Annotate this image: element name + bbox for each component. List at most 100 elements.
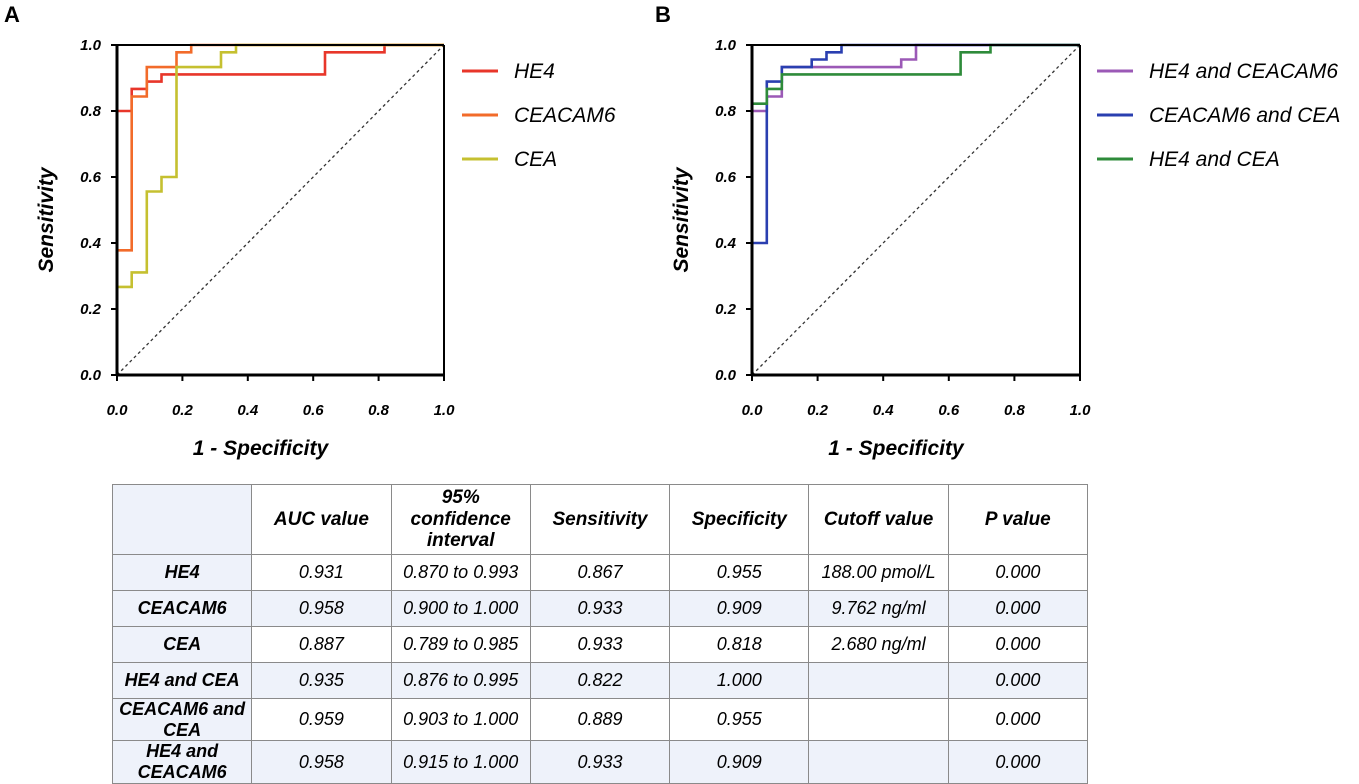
x-tick-label: 0.0	[742, 402, 764, 419]
column-header	[111, 484, 253, 555]
table-row: CEA 0.887 0.789 to 0.985 0.933 0.818 2.6…	[111, 626, 1089, 663]
legend-label: CEACAM6	[514, 104, 616, 127]
y-tick-label: 0.8	[715, 103, 737, 120]
table-cell: 0.000	[947, 662, 1089, 699]
table-cell: 0.900 to 1.000	[390, 590, 531, 627]
table-cell: 0.903 to 1.000	[390, 697, 531, 742]
y-tick-label: 0.0	[715, 367, 737, 384]
table-cell	[808, 697, 949, 742]
table-cell: 0.959	[251, 697, 392, 742]
table-cell: 0.870 to 0.993	[390, 554, 531, 591]
row-label: CEACAM6 and CEA	[111, 697, 253, 742]
roc-curve-he4-and-cea	[750, 43, 1080, 375]
row-label: CEA	[111, 626, 253, 663]
table-row: CEACAM6 and CEA 0.959 0.903 to 1.000 0.8…	[111, 697, 1089, 742]
row-label: HE4	[111, 554, 253, 591]
legend-label: CEACAM6 and CEA	[1149, 104, 1340, 127]
roc-curve-ceacam6	[115, 43, 444, 375]
table-row: HE4 0.931 0.870 to 0.993 0.867 0.955 188…	[111, 554, 1089, 591]
y-tick-label: 0.4	[715, 235, 737, 252]
table-cell: 0.909	[669, 740, 810, 784]
column-header: Specificity	[669, 484, 810, 555]
table-cell: 0.935	[251, 662, 392, 699]
y-tick-label: 0.4	[80, 235, 102, 252]
table-cell: 0.955	[669, 554, 810, 591]
legend-label: HE4	[514, 60, 555, 83]
y-tick-label: 0.2	[80, 301, 102, 318]
table-cell: 0.789 to 0.985	[390, 626, 531, 663]
column-header: Sensitivity	[529, 484, 671, 555]
panel-letter: A	[4, 2, 20, 27]
table-cell: 188.00 pmol/L	[808, 554, 949, 591]
table-cell: 0.822	[529, 662, 671, 699]
table-header-row: AUC value 95% confidence interval Sensit…	[111, 484, 1089, 555]
table-cell: 0.955	[669, 697, 810, 742]
table-cell: 2.680 ng/ml	[808, 626, 949, 663]
table-cell: 0.000	[947, 554, 1089, 591]
y-tick-label: 0.0	[80, 367, 102, 384]
row-label: CEACAM6	[111, 590, 253, 627]
table-cell: 0.000	[947, 590, 1089, 627]
table-cell: 0.933	[529, 626, 671, 663]
y-tick-label: 0.6	[715, 169, 737, 186]
table-cell: 0.958	[251, 590, 392, 627]
x-tick-label: 0.8	[1004, 402, 1026, 419]
x-tick-label: 0.2	[807, 402, 829, 419]
column-header: P value	[947, 484, 1089, 555]
table-row: CEACAM6 0.958 0.900 to 1.000 0.933 0.909…	[111, 590, 1089, 627]
table-cell: 0.000	[947, 740, 1089, 784]
table-cell: 0.915 to 1.000	[390, 740, 531, 784]
reference-diagonal-line	[751, 44, 1081, 376]
y-tick-label: 0.6	[80, 169, 102, 186]
row-label: HE4 and CEA	[111, 662, 253, 699]
table-cell: 0.876 to 0.995	[390, 662, 531, 699]
y-axis-title: Sensitivity	[35, 166, 58, 272]
x-tick-label: 0.4	[873, 402, 895, 419]
table-cell	[808, 662, 949, 699]
y-tick-label: 1.0	[80, 37, 102, 54]
y-tick-label: 1.0	[715, 37, 737, 54]
x-tick-label: 0.6	[938, 402, 960, 419]
table-cell: 0.909	[669, 590, 810, 627]
column-header: 95% confidence interval	[390, 484, 531, 555]
legend-label: HE4 and CEACAM6	[1149, 60, 1338, 83]
table-cell: 0.000	[947, 697, 1089, 742]
x-tick-label: 1.0	[434, 402, 456, 419]
column-header: AUC value	[251, 484, 392, 555]
table-cell: 0.000	[947, 626, 1089, 663]
x-tick-label: 0.6	[303, 402, 325, 419]
table-cell: 0.887	[251, 626, 392, 663]
x-tick-label: 0.4	[237, 402, 259, 419]
table-row: HE4 and CEA 0.935 0.876 to 0.995 0.822 1…	[111, 662, 1089, 699]
panel-letter: B	[655, 2, 671, 27]
table-cell: 9.762 ng/ml	[808, 590, 949, 627]
table-cell: 0.867	[529, 554, 671, 591]
y-axis-title: Sensitivity	[670, 166, 693, 272]
x-tick-label: 1.0	[1070, 402, 1092, 419]
x-axis-title: 1 - Specificity	[828, 437, 965, 460]
legend-label: CEA	[514, 148, 557, 171]
table-cell: 0.933	[529, 740, 671, 784]
results-table: AUC value 95% confidence interval Sensit…	[111, 484, 1089, 784]
table-cell: 0.889	[529, 697, 671, 742]
table-cell: 0.818	[669, 626, 810, 663]
x-tick-label: 0.0	[107, 402, 129, 419]
roc-curve-cea	[115, 43, 444, 375]
row-label: HE4 and CEACAM6	[111, 740, 253, 784]
y-tick-label: 0.2	[715, 301, 737, 318]
y-tick-label: 0.8	[80, 103, 102, 120]
table-row: HE4 and CEACAM6 0.958 0.915 to 1.000 0.9…	[111, 740, 1089, 784]
roc-curve-ceacam6-and-cea	[750, 43, 1080, 375]
x-tick-label: 0.2	[172, 402, 194, 419]
roc-figure: A 0.0 0.2 0.4 0.6 0.8 1.0 0.0 0.2 0.4 0.6 0.8 1.0 1 -…	[4, 2, 1340, 460]
table-cell: 0.933	[529, 590, 671, 627]
column-header: Cutoff value	[808, 484, 949, 555]
x-axis-title: 1 - Specificity	[193, 437, 330, 460]
x-tick-label: 0.8	[368, 402, 390, 419]
table-cell	[808, 740, 949, 784]
table-cell: 0.958	[251, 740, 392, 784]
table-cell: 0.931	[251, 554, 392, 591]
reference-diagonal-line	[116, 44, 445, 376]
legend-label: HE4 and CEA	[1149, 148, 1280, 171]
roc-curve-he4-and-ceacam6	[750, 43, 1080, 375]
